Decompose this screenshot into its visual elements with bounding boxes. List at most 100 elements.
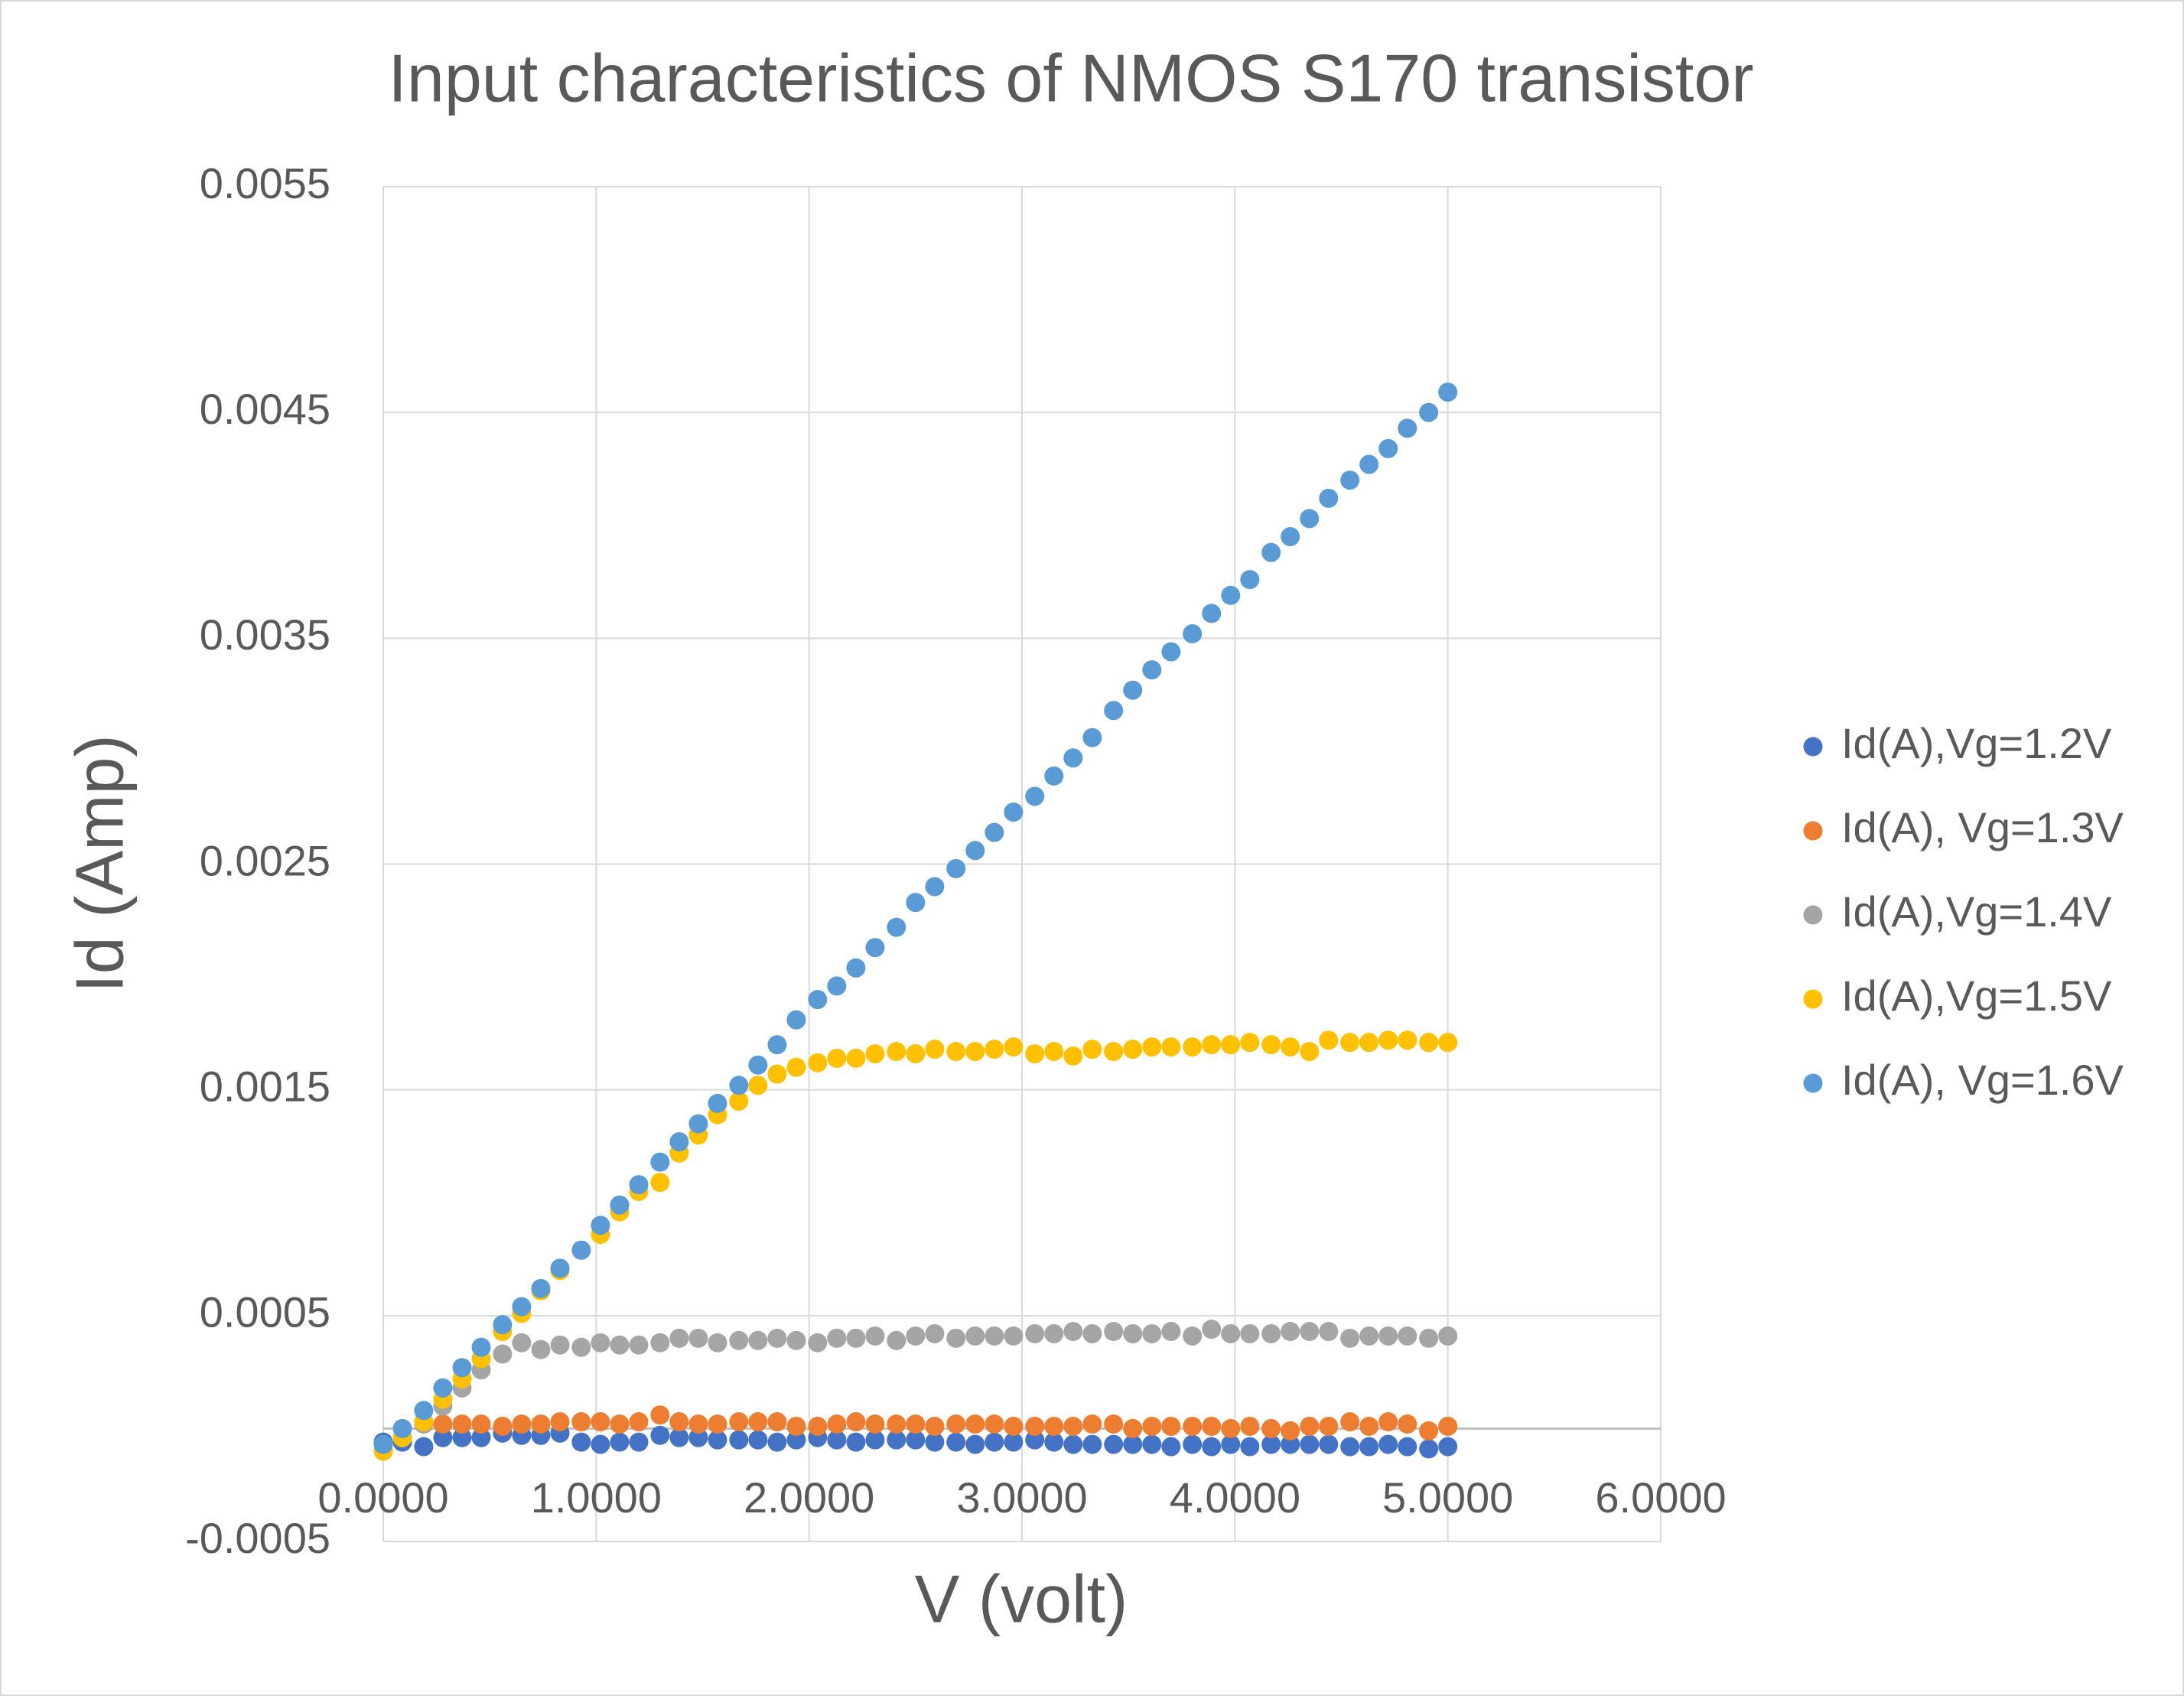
data-point (433, 1378, 453, 1398)
legend-label: Id(A), Vg=1.6V (1841, 1056, 2124, 1104)
data-point (767, 1432, 787, 1452)
data-point (1281, 1037, 1300, 1057)
data-point (865, 1043, 885, 1063)
data-point (1281, 1434, 1300, 1454)
data-point (1340, 1437, 1360, 1457)
data-point (610, 1335, 630, 1355)
data-point (550, 1335, 570, 1355)
data-point (1419, 1328, 1439, 1348)
data-point (985, 1326, 1004, 1346)
data-point (946, 1414, 966, 1434)
data-point (650, 1152, 670, 1172)
legend-label: Id(A),Vg=1.2V (1841, 719, 2112, 767)
data-point (708, 1414, 727, 1434)
data-point (1183, 623, 1203, 643)
data-point (1378, 1030, 1398, 1050)
data-point (1123, 1434, 1143, 1454)
data-point (1319, 1321, 1339, 1341)
data-point (1025, 1430, 1045, 1450)
data-point (1261, 1434, 1281, 1454)
data-point (471, 1414, 491, 1434)
data-point (729, 1330, 749, 1350)
data-point (433, 1427, 453, 1447)
y-tick-label: 0.0015 (200, 1062, 330, 1110)
x-tick-label: 5.0000 (1382, 1473, 1513, 1522)
data-point (767, 1412, 787, 1432)
y-tick-label: 0.0025 (200, 836, 330, 884)
data-point (985, 822, 1004, 842)
data-point (1142, 1416, 1162, 1436)
data-point (1104, 1321, 1124, 1341)
data-point (786, 1057, 806, 1077)
data-point (471, 1427, 491, 1447)
data-point (1340, 1412, 1360, 1432)
data-point (748, 1076, 768, 1095)
data-point (887, 1330, 906, 1350)
data-point (1202, 1437, 1222, 1457)
data-point (1319, 1434, 1339, 1454)
data-point (1161, 1416, 1181, 1436)
data-point (1300, 1321, 1320, 1341)
data-point (1221, 1418, 1241, 1438)
x-axis-title: V (volt) (915, 1561, 1128, 1636)
y-tick-label: 0.0035 (200, 610, 330, 659)
data-point (591, 1333, 610, 1353)
data-point (965, 841, 985, 861)
data-point (1359, 1033, 1379, 1053)
data-point (748, 1055, 768, 1075)
data-point (452, 1427, 472, 1447)
y-axis-title: Id (Amp) (61, 734, 137, 992)
data-point (1142, 1037, 1162, 1057)
y-tick-label: 0.0005 (200, 1288, 330, 1336)
data-point (1300, 1041, 1320, 1061)
data-point (865, 938, 885, 958)
data-point (610, 1432, 630, 1452)
data-point (846, 1328, 866, 1348)
data-point (985, 1040, 1004, 1060)
data-point (946, 1328, 966, 1348)
data-point (1104, 701, 1124, 721)
data-point (767, 1035, 787, 1055)
data-point (1025, 1416, 1045, 1436)
data-point (1202, 1416, 1222, 1436)
data-point (827, 1430, 847, 1450)
data-point (669, 1328, 689, 1348)
data-point (808, 990, 828, 1010)
data-point (1123, 1323, 1143, 1343)
data-point (1183, 1434, 1203, 1454)
data-point (688, 1328, 708, 1348)
data-point (1161, 1037, 1181, 1057)
data-point (1240, 570, 1260, 590)
data-point (1359, 1416, 1379, 1436)
data-point (827, 976, 847, 996)
data-point (1438, 1416, 1458, 1436)
data-point (1359, 1437, 1379, 1457)
legend-marker (1803, 905, 1823, 925)
data-point (414, 1437, 434, 1457)
data-point (1161, 1321, 1181, 1341)
data-point (865, 1414, 885, 1434)
data-point (965, 1414, 985, 1434)
data-point (1398, 418, 1417, 438)
data-point (1340, 470, 1360, 490)
data-point (1261, 1323, 1281, 1343)
data-point (1221, 1323, 1241, 1343)
data-point (1161, 1437, 1181, 1457)
data-point (786, 1416, 806, 1436)
data-point (1221, 1035, 1241, 1055)
data-point (1004, 802, 1024, 822)
data-point (808, 1053, 828, 1073)
data-point (571, 1337, 591, 1357)
data-point (767, 1328, 787, 1348)
data-point (688, 1414, 708, 1434)
data-point (1142, 660, 1162, 680)
data-point (571, 1240, 591, 1260)
data-point (1340, 1033, 1360, 1053)
data-point (1240, 1323, 1260, 1343)
data-point (512, 1333, 532, 1353)
data-point (865, 1326, 885, 1346)
data-point (493, 1315, 513, 1335)
data-point (1419, 1033, 1439, 1053)
data-point (808, 1416, 828, 1436)
